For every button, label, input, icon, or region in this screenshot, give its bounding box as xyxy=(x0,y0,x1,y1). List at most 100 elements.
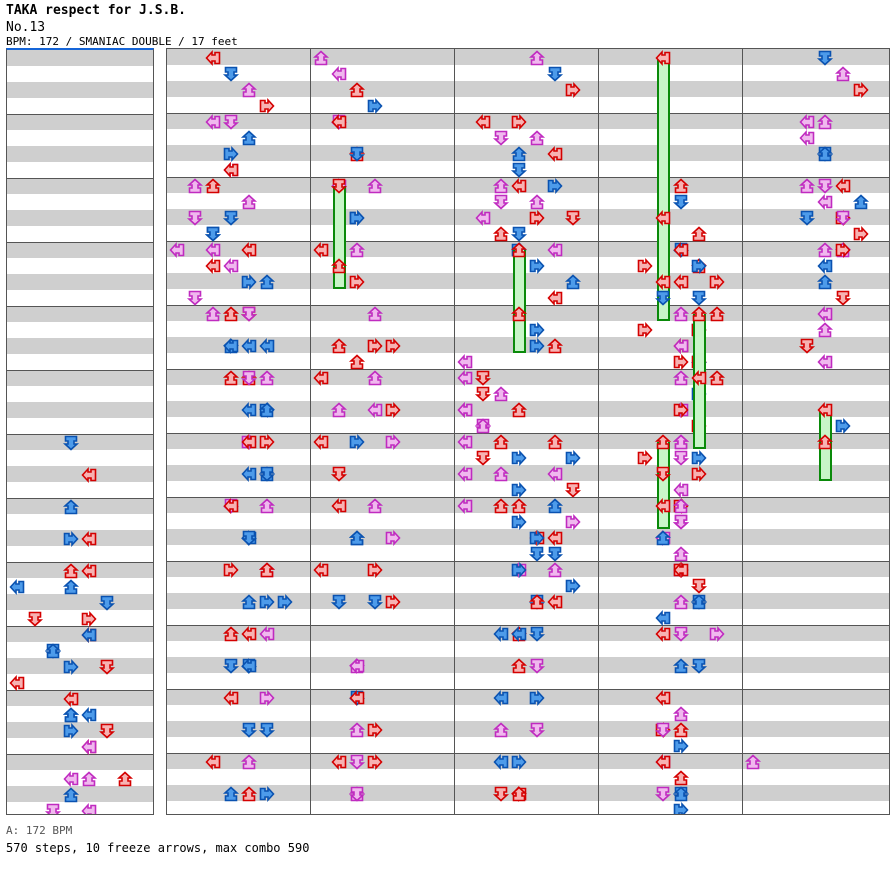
beat-stripe xyxy=(311,401,457,417)
beat-stripe xyxy=(599,49,745,65)
measure-line xyxy=(455,753,601,754)
freeze-arrow-tail xyxy=(332,282,346,289)
beat-stripe xyxy=(167,49,313,65)
beat-stripe xyxy=(599,657,745,673)
beat-stripe xyxy=(455,49,601,65)
beat-stripe xyxy=(743,561,889,577)
freeze-arrow-body xyxy=(692,378,706,442)
measure-line xyxy=(599,753,745,754)
beat-stripe xyxy=(167,209,313,225)
beat-stripe xyxy=(599,113,745,129)
beat-stripe xyxy=(455,689,601,705)
measure-line xyxy=(311,497,457,498)
beat-stripe xyxy=(167,145,313,161)
note-arrow-down xyxy=(44,802,62,814)
beat-stripe xyxy=(7,306,153,322)
beat-stripe xyxy=(455,561,601,577)
measure-line xyxy=(167,305,313,306)
beat-stripe xyxy=(743,241,889,257)
beat-stripe xyxy=(167,625,313,641)
measure-line xyxy=(743,625,889,626)
beat-stripe xyxy=(743,433,889,449)
measure-line xyxy=(7,626,153,627)
beat-stripe xyxy=(599,305,745,321)
beat-stripe xyxy=(599,273,745,289)
freeze-arrow-body xyxy=(332,186,346,282)
measure-line xyxy=(743,561,889,562)
measure-line xyxy=(167,625,313,626)
beat-stripe xyxy=(455,209,601,225)
measure-line xyxy=(311,369,457,370)
measure-line xyxy=(599,625,745,626)
beat-stripe xyxy=(7,562,153,578)
beat-stripe xyxy=(311,753,457,769)
beat-stripe xyxy=(743,689,889,705)
beat-stripe xyxy=(455,241,601,257)
measure-line xyxy=(599,561,745,562)
measure-line xyxy=(167,689,313,690)
chart-column-2[interactable] xyxy=(310,48,458,815)
beat-stripe xyxy=(7,594,153,610)
measure-line xyxy=(311,625,457,626)
measure-line xyxy=(743,369,889,370)
beat-stripe xyxy=(455,753,601,769)
freeze-arrow-tail xyxy=(656,314,670,321)
beat-stripe xyxy=(167,593,313,609)
beat-stripe xyxy=(455,401,601,417)
measure-line xyxy=(743,241,889,242)
beat-stripe xyxy=(455,177,601,193)
beat-stripe xyxy=(311,273,457,289)
chart-column-0[interactable] xyxy=(6,48,154,815)
beat-stripe xyxy=(455,721,601,737)
beat-stripe xyxy=(311,785,457,801)
chart-column-1[interactable] xyxy=(166,48,314,815)
beat-stripe xyxy=(743,209,889,225)
beat-stripe xyxy=(167,369,313,385)
beat-stripe xyxy=(455,625,601,641)
beat-stripe xyxy=(167,785,313,801)
beat-stripe xyxy=(455,113,601,129)
freeze-arrow-tail xyxy=(818,474,832,481)
beat-stripe xyxy=(743,625,889,641)
measure-line xyxy=(7,562,153,563)
measure-line xyxy=(455,689,601,690)
beat-stripe xyxy=(311,369,457,385)
beat-stripe xyxy=(455,497,601,513)
beat-stripe xyxy=(167,465,313,481)
beat-stripe xyxy=(599,209,745,225)
beat-stripe xyxy=(743,593,889,609)
beat-stripe xyxy=(599,145,745,161)
beat-stripe xyxy=(7,274,153,290)
beat-stripe xyxy=(7,402,153,418)
beat-stripe xyxy=(311,433,457,449)
beat-stripe xyxy=(167,273,313,289)
beat-stripe xyxy=(311,721,457,737)
beat-stripe xyxy=(7,50,153,66)
beat-stripe xyxy=(743,465,889,481)
beat-stripe xyxy=(167,113,313,129)
beat-stripe xyxy=(599,561,745,577)
beat-stripe xyxy=(7,786,153,802)
measure-line xyxy=(7,114,153,115)
measure-line xyxy=(599,497,745,498)
measure-line xyxy=(455,113,601,114)
measure-line xyxy=(455,433,601,434)
note-arrow-right xyxy=(672,801,690,814)
beat-stripe xyxy=(455,529,601,545)
measure-line xyxy=(599,433,745,434)
beat-stripe xyxy=(311,497,457,513)
beat-stripe xyxy=(7,338,153,354)
chart-column-3[interactable] xyxy=(454,48,602,815)
beat-stripe xyxy=(743,113,889,129)
bpm-footer: A: 172 BPM xyxy=(6,824,73,837)
beat-stripe xyxy=(7,210,153,226)
beat-stripe xyxy=(7,754,153,770)
chart-column-5[interactable] xyxy=(742,48,890,815)
beat-stripe xyxy=(167,753,313,769)
beat-stripe xyxy=(455,369,601,385)
beat-stripe xyxy=(599,785,745,801)
measure-line xyxy=(7,242,153,243)
chart-column-4[interactable] xyxy=(598,48,746,815)
beat-stripe xyxy=(455,305,601,321)
measure-line xyxy=(167,241,313,242)
